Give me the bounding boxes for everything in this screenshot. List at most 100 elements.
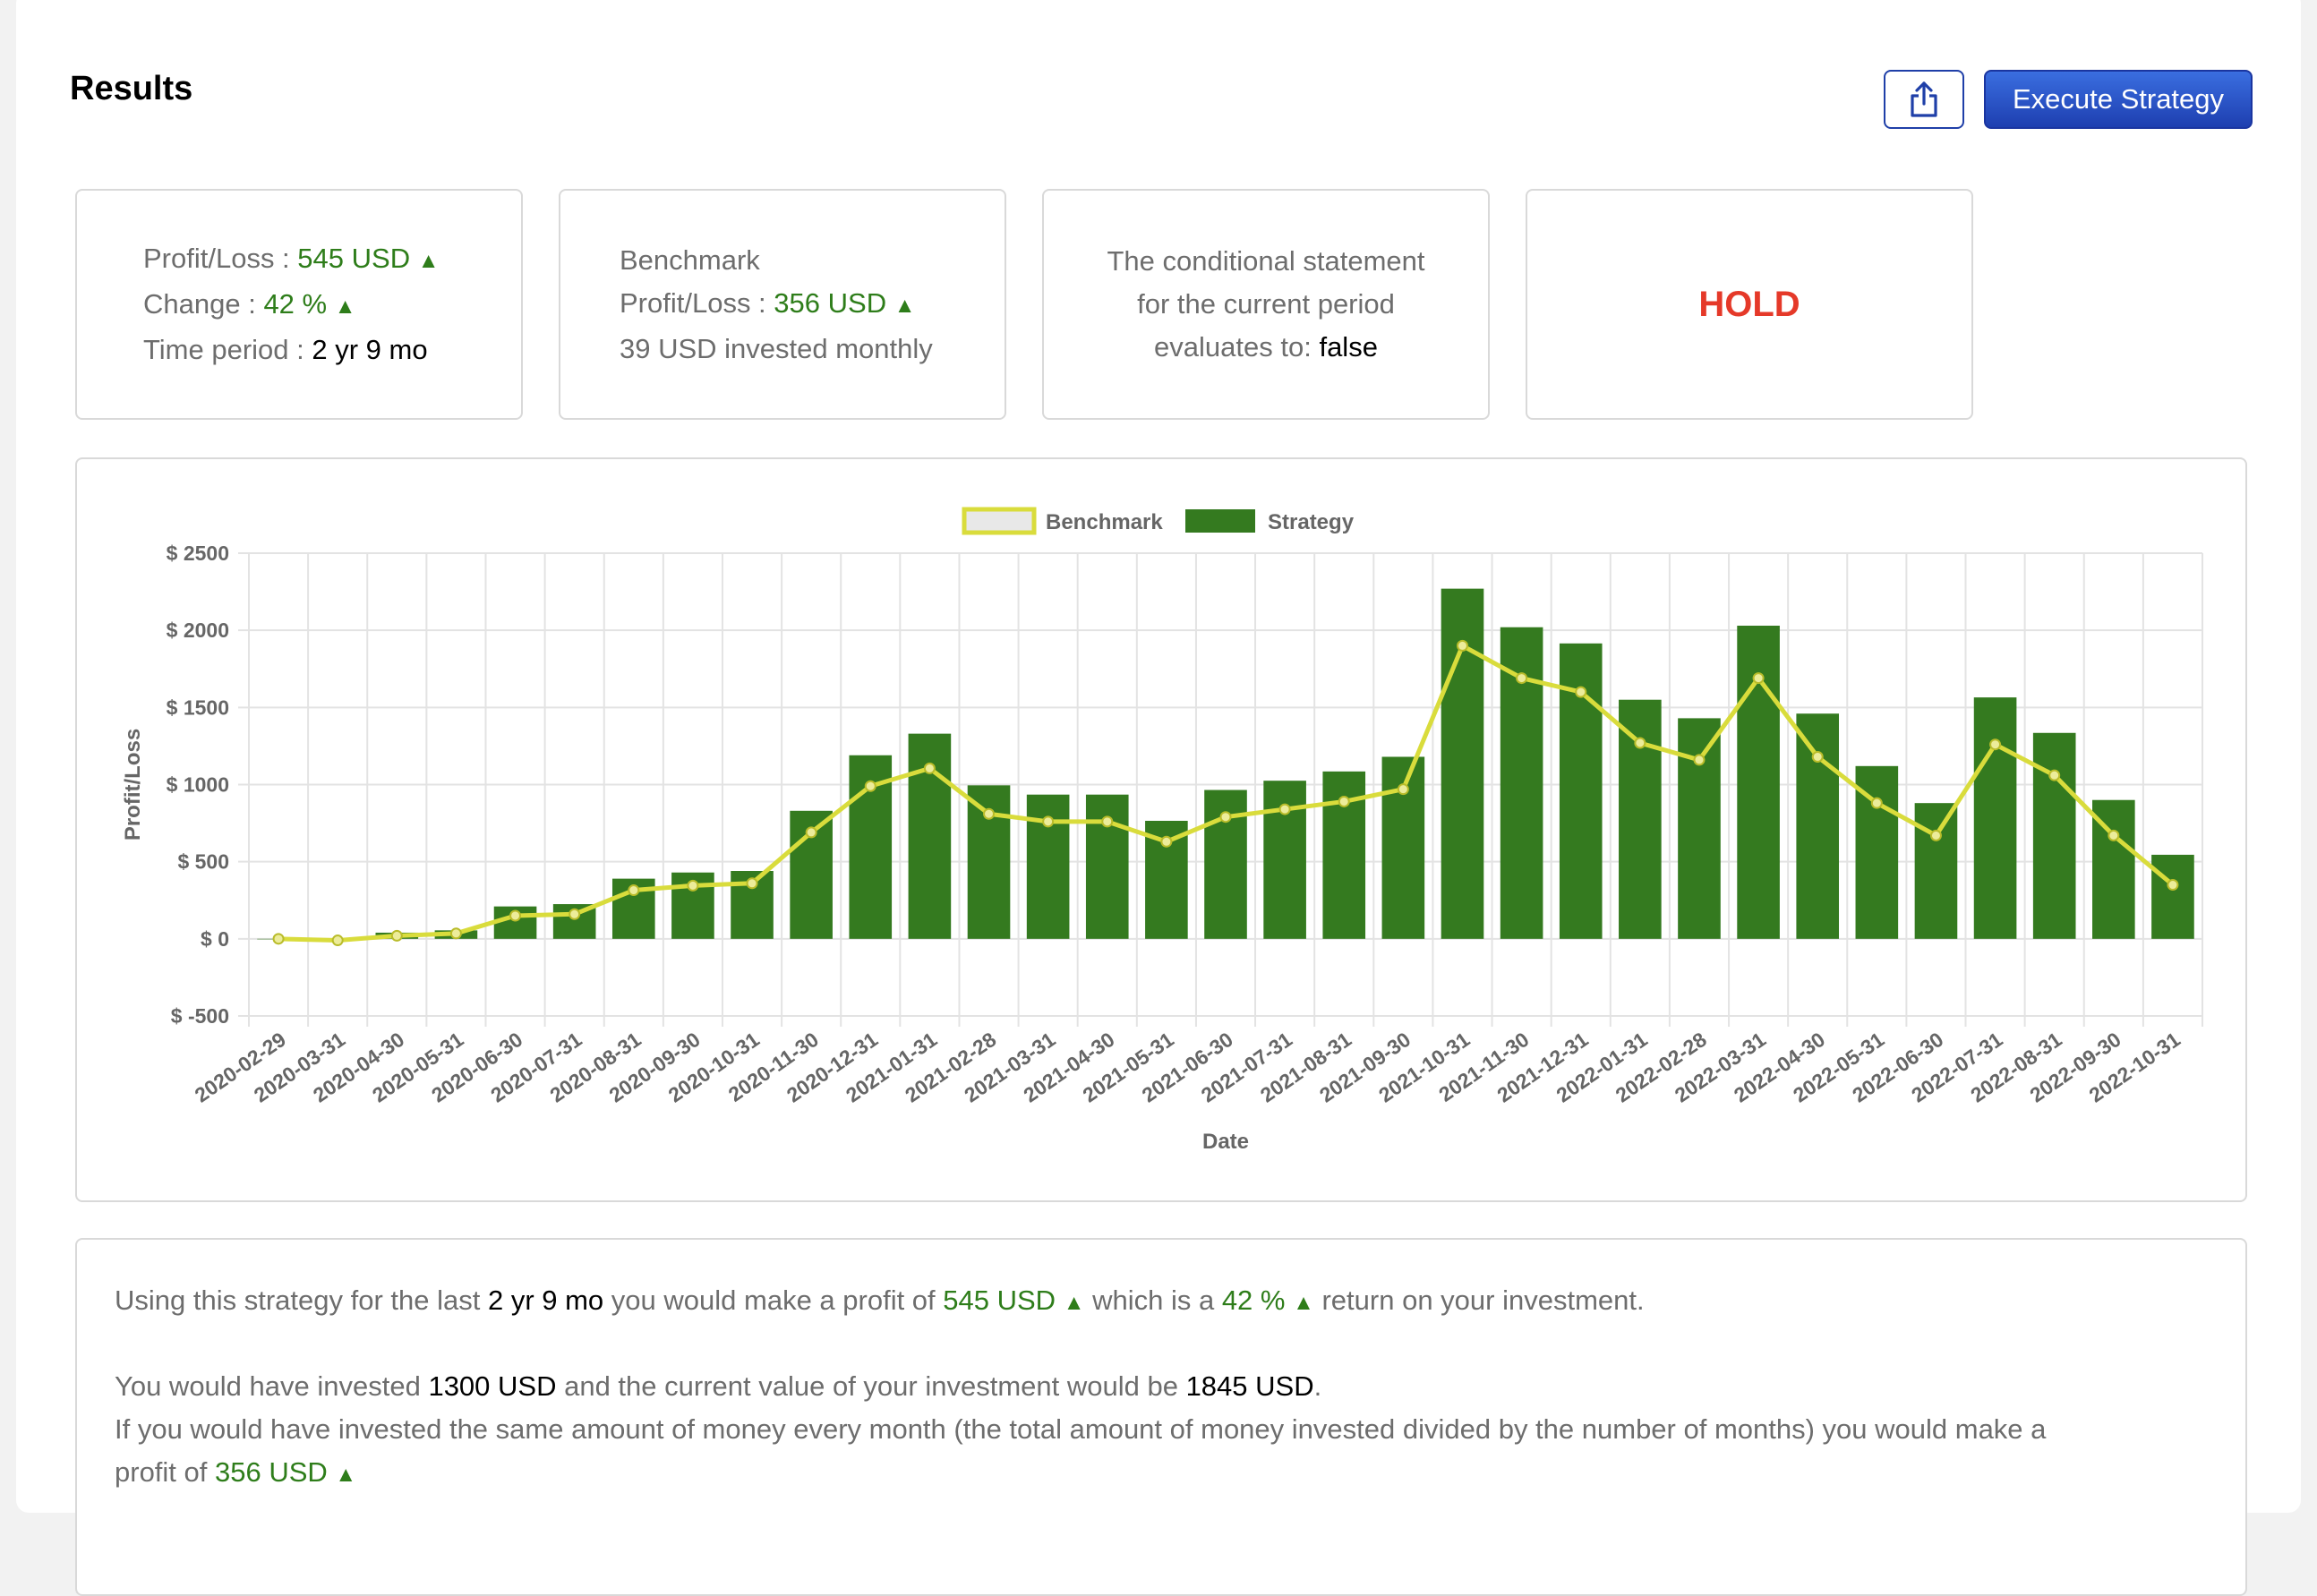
change-label: Change : bbox=[143, 288, 264, 320]
benchmark-point bbox=[1101, 815, 1114, 828]
up-arrow-icon: ▲ bbox=[335, 1463, 357, 1487]
benchmark-point bbox=[1811, 750, 1824, 763]
benchmark-point bbox=[1338, 795, 1350, 807]
strategy-bar bbox=[1619, 699, 1662, 939]
benchmark-point bbox=[1278, 803, 1291, 815]
summary-return-pct: 42 % bbox=[1221, 1284, 1286, 1316]
condition-card: The conditional statement for the curren… bbox=[1042, 189, 1490, 420]
benchmark-point bbox=[805, 826, 817, 839]
y-tick-label: $ 1500 bbox=[167, 696, 229, 719]
benchmark-point bbox=[449, 927, 462, 940]
condition-prefix: evaluates to: bbox=[1154, 331, 1320, 363]
summary-text: return on your investment. bbox=[1313, 1284, 1645, 1316]
strategy-bar bbox=[1973, 697, 2017, 939]
strategy-bar bbox=[2151, 854, 2194, 939]
strategy-bar bbox=[2032, 732, 2076, 939]
benchmark-point bbox=[569, 908, 581, 920]
benchmark-point bbox=[1575, 686, 1587, 698]
benchmark-point bbox=[1456, 639, 1468, 652]
benchmark-point bbox=[2108, 829, 2120, 841]
benchmark-pl-label: Profit/Loss : bbox=[620, 286, 774, 319]
summary-text: and the current value of your investment… bbox=[556, 1370, 1186, 1402]
page-title: Results bbox=[70, 70, 193, 107]
benchmark-point bbox=[746, 877, 758, 890]
benchmark-point bbox=[1219, 811, 1232, 824]
benchmark-point bbox=[1752, 672, 1765, 685]
condition-value: false bbox=[1319, 331, 1378, 363]
summary-line-4: profit of 356 USD ▲ bbox=[115, 1451, 356, 1497]
summary-panel: Using this strategy for the last 2 yr 9 … bbox=[75, 1238, 2247, 1596]
up-arrow-icon: ▲ bbox=[417, 249, 440, 273]
benchmark-point bbox=[687, 879, 699, 892]
benchmark-point bbox=[1516, 672, 1528, 685]
y-tick-label: $ 0 bbox=[201, 927, 229, 951]
benchmark-point bbox=[864, 780, 876, 792]
legend-strategy-label: Strategy bbox=[1268, 510, 1355, 534]
condition-line-2: for the current period bbox=[1137, 288, 1395, 320]
profit-loss-label: Profit/Loss : bbox=[143, 243, 298, 274]
benchmark-invested-text: 39 USD invested monthly bbox=[620, 332, 933, 364]
signal-value: HOLD bbox=[1698, 285, 1800, 324]
benchmark-point bbox=[331, 935, 344, 947]
benchmark-point bbox=[1042, 815, 1055, 828]
benchmark-point bbox=[1929, 829, 1942, 841]
chart-container: $ -500 $ 0 $ 500 $ 1000 $ 1500 $ 2000 $ 2500 20… bbox=[75, 457, 2247, 1202]
benchmark-point bbox=[2167, 879, 2179, 892]
benchmark-heading: Benchmark bbox=[620, 243, 760, 276]
condition-line-3: evaluates to: false bbox=[1154, 326, 1378, 369]
profit-loss-value: 545 USD bbox=[297, 243, 411, 274]
time-period-value: 2 yr 9 mo bbox=[312, 334, 428, 365]
benchmark-point bbox=[390, 929, 403, 942]
benchmark-pl-value: 356 USD bbox=[774, 286, 887, 319]
strategy-bar bbox=[1678, 718, 1721, 939]
y-tick-label: $ -500 bbox=[171, 1004, 229, 1028]
benchmark-point bbox=[2048, 769, 2061, 781]
profit-card: Profit/Loss : 545 USD ▲ Change : 42 % ▲ … bbox=[75, 189, 523, 420]
benchmark-pl-row: Profit/Loss : 356 USD ▲ bbox=[620, 282, 1005, 328]
benchmark-point bbox=[628, 884, 640, 897]
x-axis-title: Date bbox=[1202, 1130, 1249, 1154]
profit-loss-row: Profit/Loss : 545 USD ▲ bbox=[143, 237, 521, 283]
legend-strategy-swatch bbox=[1185, 509, 1255, 533]
change-row: Change : 42 % ▲ bbox=[143, 283, 521, 329]
summary-line-3: If you would have invested the same amou… bbox=[115, 1413, 2047, 1445]
strategy-bar bbox=[1855, 765, 1899, 939]
summary-text: . bbox=[1313, 1370, 1322, 1402]
strategy-bar bbox=[1796, 713, 1840, 939]
y-tick-label: $ 2500 bbox=[167, 542, 229, 565]
benchmark-point bbox=[509, 909, 522, 922]
up-arrow-icon: ▲ bbox=[1063, 1291, 1085, 1315]
summary-line-2: You would have invested 1300 USD and the… bbox=[115, 1365, 1321, 1408]
benchmark-point bbox=[1160, 835, 1173, 848]
up-arrow-icon: ▲ bbox=[893, 293, 916, 318]
summary-text: you would make a profit of bbox=[603, 1284, 944, 1316]
benchmark-card: Benchmark Profit/Loss : 356 USD ▲ 39 USD… bbox=[559, 189, 1006, 420]
y-axis-title: Profit/Loss bbox=[121, 729, 145, 841]
summary-benchmark-profit: 356 USD bbox=[215, 1456, 328, 1488]
strategy-bar bbox=[1914, 803, 1958, 939]
signal-card: HOLD bbox=[1526, 189, 1973, 420]
benchmark-point bbox=[1693, 754, 1706, 766]
benchmark-point bbox=[983, 807, 996, 820]
summary-current-value: 1845 USD bbox=[1185, 1370, 1314, 1402]
summary-text: which is a bbox=[1084, 1284, 1222, 1316]
summary-invested: 1300 USD bbox=[428, 1370, 557, 1402]
share-button[interactable] bbox=[1884, 70, 1964, 129]
summary-text: profit of bbox=[115, 1456, 215, 1488]
summary-line-1: Using this strategy for the last 2 yr 9 … bbox=[115, 1279, 1645, 1325]
summary-text: You would have invested bbox=[115, 1370, 429, 1402]
y-tick-label: $ 1000 bbox=[167, 773, 229, 797]
execute-strategy-button[interactable]: Execute Strategy bbox=[1984, 70, 2253, 129]
y-tick-label: $ 2000 bbox=[167, 619, 229, 642]
summary-text: Using this strategy for the last bbox=[115, 1284, 488, 1316]
condition-line-1: The conditional statement bbox=[1107, 245, 1425, 277]
benchmark-point bbox=[1989, 738, 2002, 751]
legend-benchmark-label: Benchmark bbox=[1046, 510, 1163, 534]
benchmark-point bbox=[923, 762, 936, 774]
benchmark-point bbox=[1397, 783, 1409, 796]
time-period-row: Time period : 2 yr 9 mo bbox=[143, 329, 521, 371]
benchmark-point bbox=[1634, 737, 1646, 749]
change-value: 42 % bbox=[263, 288, 328, 320]
up-arrow-icon: ▲ bbox=[1293, 1291, 1314, 1315]
benchmark-point bbox=[272, 933, 285, 945]
